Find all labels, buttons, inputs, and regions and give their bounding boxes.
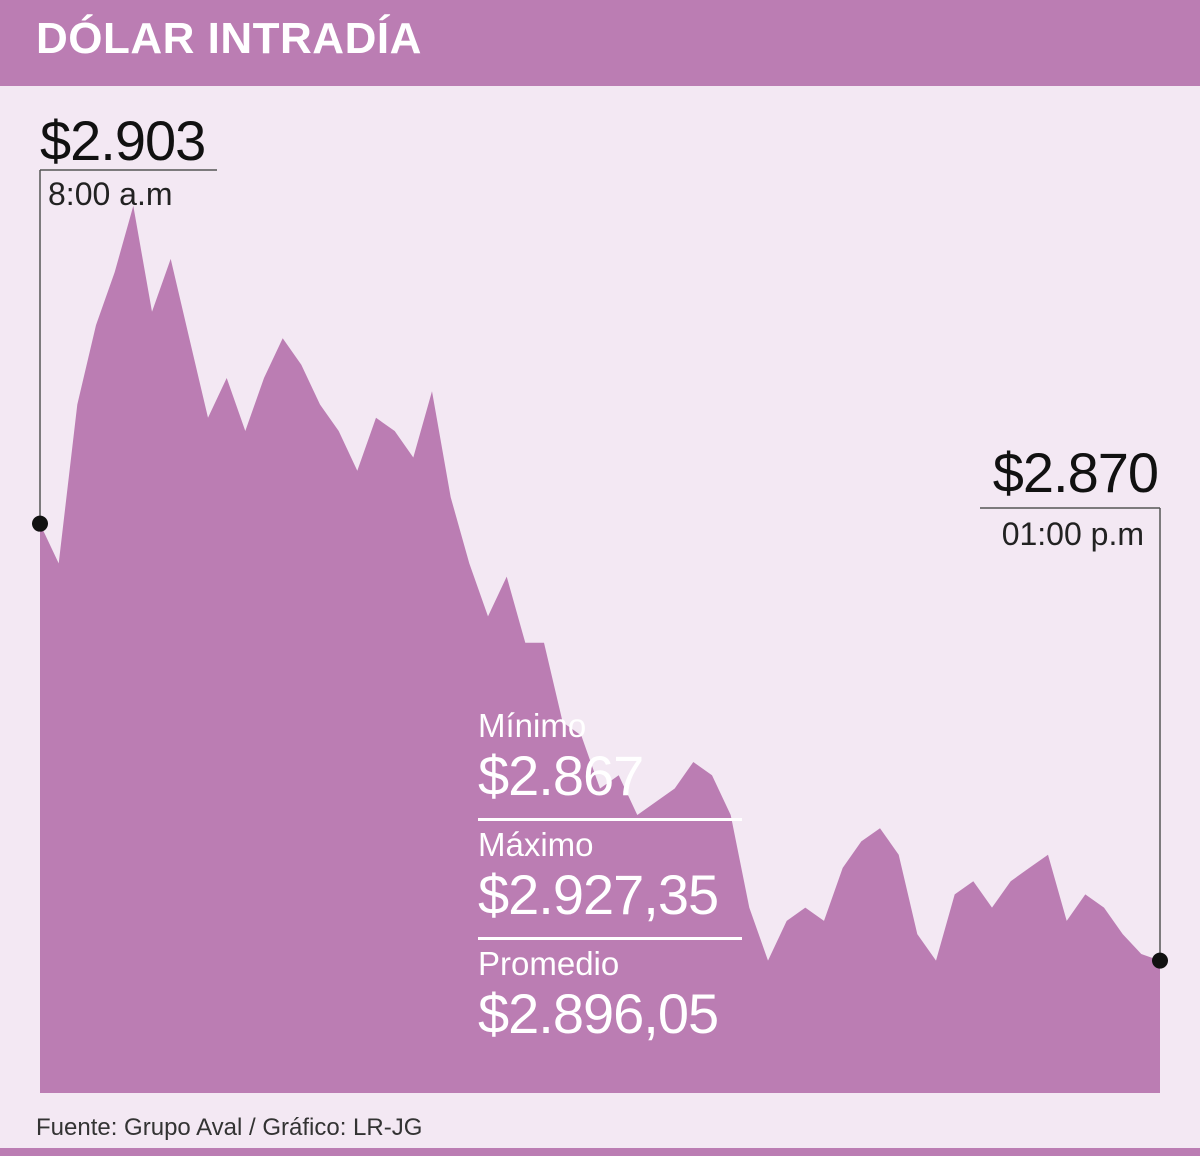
stat-minimum-label: Mínimo (478, 707, 587, 744)
stat-average-label: Promedio (478, 945, 620, 982)
end-time-label: 01:00 p.m (1001, 516, 1144, 552)
end-point-marker (1152, 952, 1168, 969)
stat-divider (478, 818, 742, 821)
stat-minimum: Mínimo $2.867 (478, 706, 742, 821)
start-point-marker (32, 515, 48, 532)
stat-average: Promedio $2.896,05 (478, 944, 742, 1044)
stat-minimum-value: $2.867 (478, 744, 644, 807)
page-title: DÓLAR INTRADÍA (36, 14, 422, 63)
stat-maximum-label: Máximo (478, 826, 594, 863)
stats-panel: Mínimo $2.867 Máximo $2.927,35 Promedio … (478, 706, 742, 1044)
header-bar: DÓLAR INTRADÍA (0, 0, 1200, 86)
stat-average-value: $2.896,05 (478, 982, 719, 1045)
footer-bar (0, 1148, 1200, 1156)
stat-maximum-value: $2.927,35 (478, 863, 719, 926)
end-value-label: $2.870 (992, 441, 1159, 504)
stat-maximum: Máximo $2.927,35 (478, 825, 742, 940)
source-note: Fuente: Grupo Aval / Gráfico: LR-JG (36, 1114, 423, 1141)
area-series (40, 205, 1160, 1093)
start-value-label: $2.903 (40, 109, 206, 172)
start-time-label: 8:00 a.m (48, 176, 173, 212)
stat-divider (478, 937, 742, 940)
